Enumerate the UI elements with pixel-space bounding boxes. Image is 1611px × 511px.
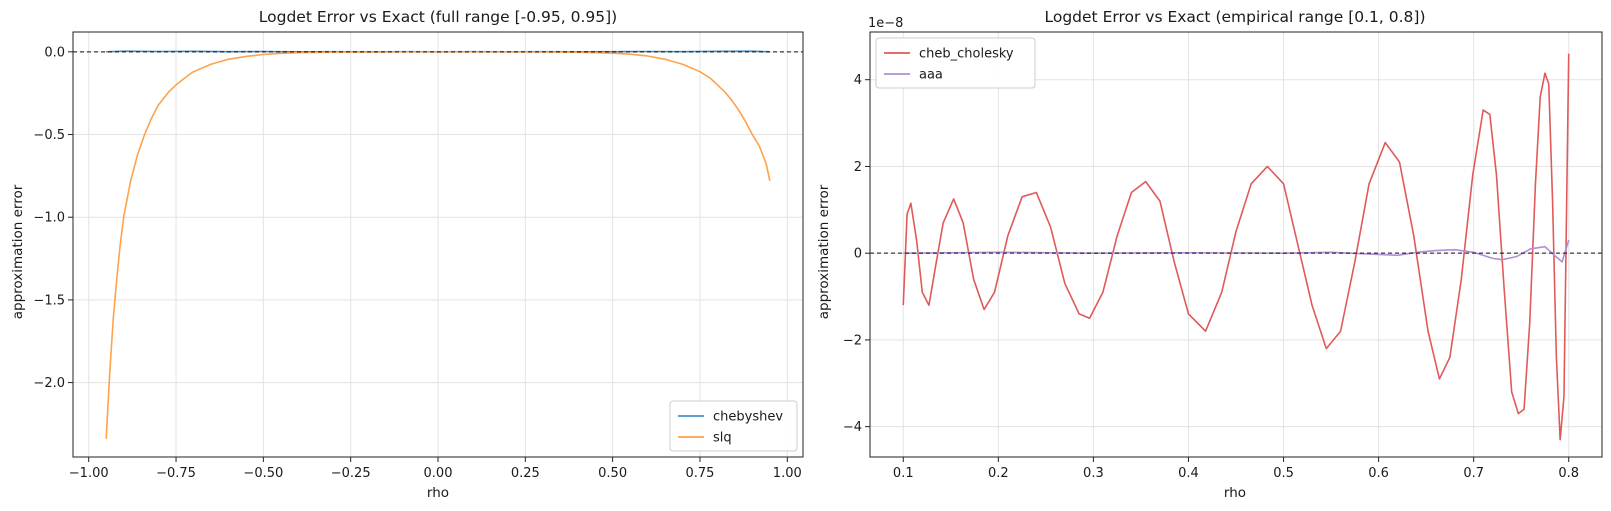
legend: chebyshev slq: [669, 400, 798, 452]
x-tick-labels: 0.1 0.2 0.3 0.4 0.5 0.6 0.7 0.8: [893, 457, 1579, 481]
y-tick-label: −2.0: [33, 376, 65, 391]
series-line-aaa: [903, 239, 1570, 263]
x-tick-label: −1.00: [69, 466, 109, 481]
x-axis-label: rho: [427, 485, 449, 501]
x-tick-label: −0.50: [243, 466, 283, 481]
x-tick-label: −0.25: [331, 466, 371, 481]
x-tick-label: 0.6: [1368, 466, 1389, 481]
legend-box: [875, 37, 1036, 89]
x-tick-label: 0.00: [424, 466, 453, 481]
y-axis-label: approximation error: [10, 184, 26, 319]
y-tick-labels: 4 2 0 −2 −4: [843, 73, 870, 435]
series-lines: [902, 53, 1570, 441]
x-tick-label: 0.50: [598, 466, 627, 481]
y-axis-multiplier: 1e−8: [868, 16, 903, 31]
legend-label: cheb_cholesky: [919, 47, 1014, 62]
y-tick-label: 0.0: [44, 45, 65, 60]
x-tick-label: 0.1: [893, 466, 914, 481]
legend-label: slq: [713, 431, 732, 446]
x-tick-label: −0.75: [156, 466, 196, 481]
x-tick-label: 0.2: [988, 466, 1009, 481]
grid-lines: [73, 32, 803, 457]
legend-box: [669, 400, 798, 452]
legend-label: chebyshev: [713, 410, 783, 425]
y-tick-label: −0.5: [33, 128, 65, 143]
x-tick-labels: −1.00 −0.75 −0.50 −0.25 0.00 0.25 0.50 0.75 1.00: [69, 457, 802, 481]
y-tick-label: −4: [843, 420, 862, 435]
x-tick-label: 1.00: [773, 466, 802, 481]
y-axis-label: approximation error: [816, 184, 832, 319]
chart-panel-empirical-range: Logdet Error vs Exact (empirical range […: [816, 8, 1603, 501]
chart-title: Logdet Error vs Exact (full range [-0.95…: [259, 8, 617, 26]
y-tick-label: 2: [854, 160, 862, 175]
y-tick-label: −1.0: [33, 211, 65, 226]
x-tick-label: 0.5: [1273, 466, 1294, 481]
x-axis-label: rho: [1224, 485, 1246, 501]
x-tick-label: 0.25: [511, 466, 540, 481]
y-tick-label: −2: [843, 333, 862, 348]
chart-title: Logdet Error vs Exact (empirical range […: [1045, 8, 1426, 26]
x-tick-label: 0.3: [1083, 466, 1104, 481]
x-tick-label: 0.75: [685, 466, 714, 481]
y-tick-label: −1.5: [33, 293, 65, 308]
chart-panel-full-range: Logdet Error vs Exact (full range [-0.95…: [10, 8, 804, 501]
y-tick-label: 4: [854, 73, 862, 88]
plot-frame: [72, 31, 804, 458]
x-tick-label: 0.7: [1463, 466, 1484, 481]
y-tick-label: 0: [854, 247, 862, 262]
legend-label: aaa: [919, 68, 943, 83]
y-tick-labels: 0.0 −0.5 −1.0 −1.5 −2.0: [33, 45, 73, 391]
x-tick-label: 0.4: [1178, 466, 1199, 481]
series-line-cheb-cholesky: [902, 53, 1570, 441]
plot-frame: [869, 31, 1603, 458]
x-tick-label: 0.8: [1558, 466, 1579, 481]
